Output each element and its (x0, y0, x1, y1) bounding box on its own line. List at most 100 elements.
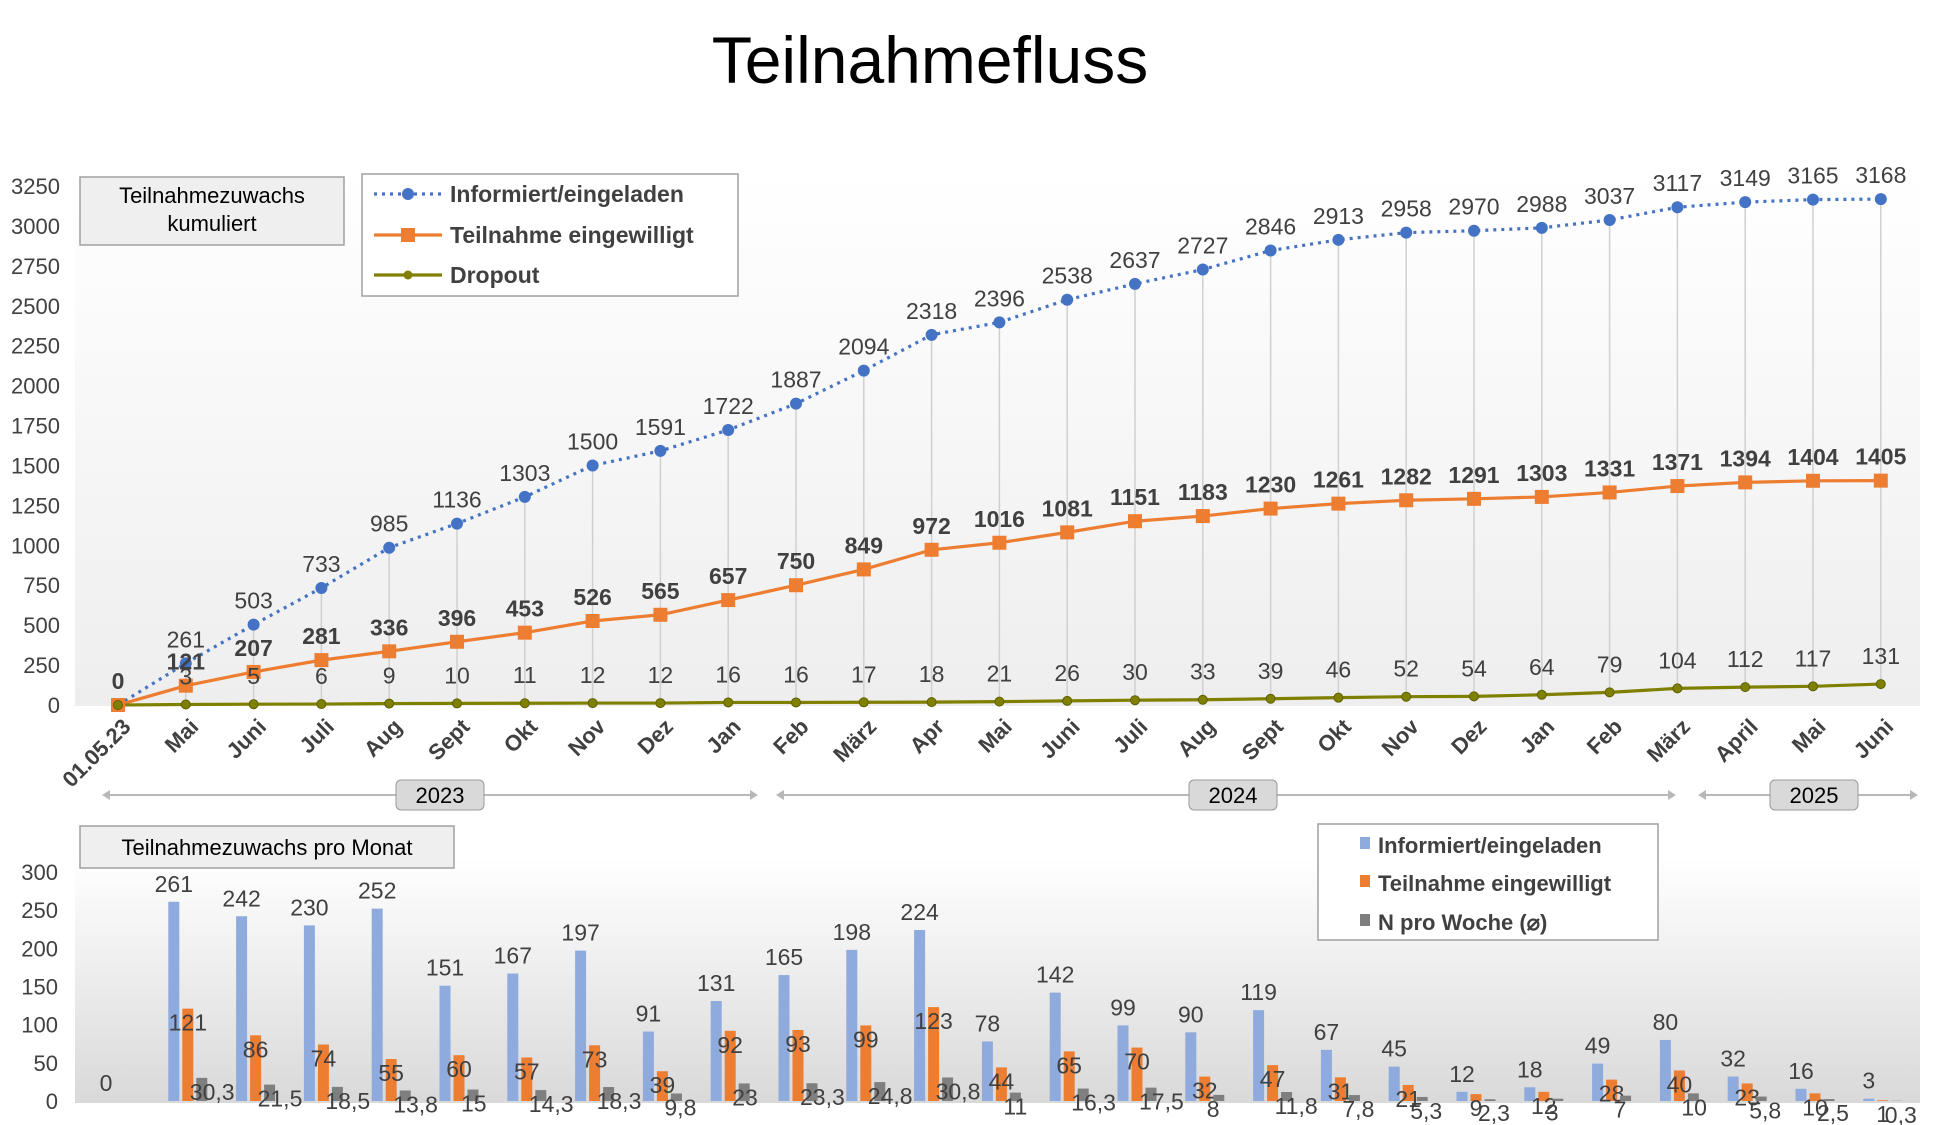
bar-data-label: 30,8 (936, 1078, 981, 1104)
x-tick-label: Okt (1312, 713, 1356, 757)
bar-0 (1456, 1091, 1468, 1101)
bar-data-label: 1 (1876, 1101, 1889, 1125)
data-label: 1722 (703, 393, 754, 419)
series-point (1672, 683, 1683, 694)
legend-label: Dropout (450, 262, 540, 288)
series-point (178, 678, 193, 693)
bar-data-label: 2,5 (1817, 1100, 1849, 1125)
year-band-arrow (1910, 790, 1918, 800)
bar-data-label: 45 (1381, 1036, 1407, 1062)
bar-2 (1484, 1099, 1496, 1101)
bar-data-label: 119 (1240, 979, 1277, 1005)
bar-data-label: 0,3 (1885, 1102, 1917, 1125)
bar-data-label: 14,3 (529, 1091, 574, 1117)
x-tick-label: Dez (1446, 714, 1491, 759)
bar-data-label: 18,5 (325, 1088, 370, 1114)
series-point (1873, 473, 1888, 488)
bar-data-label: 11,8 (1275, 1093, 1318, 1119)
data-label: 985 (370, 511, 408, 537)
bar-2 (1620, 1095, 1632, 1101)
bar-data-label: 121 (169, 1010, 207, 1036)
series-point (789, 578, 803, 593)
bar-data-label: 28 (1599, 1081, 1625, 1107)
bar-data-label: 30,3 (190, 1079, 235, 1105)
legend-swatch (1360, 914, 1370, 926)
data-label: 10 (444, 662, 470, 688)
data-label: 79 (1597, 651, 1623, 677)
series-point (1060, 525, 1075, 540)
bar-data-label: 261 (155, 871, 193, 897)
series-point (1671, 201, 1684, 214)
bar-2 (196, 1077, 208, 1101)
bar-data-label: 11 (1003, 1094, 1027, 1120)
legend-label: N pro Woche (⌀) (1378, 910, 1547, 935)
bar-data-label: 8 (1207, 1096, 1220, 1122)
data-label: 207 (234, 635, 272, 661)
x-tick-label: Okt (499, 713, 543, 757)
x-tick-label: Nov (1377, 713, 1425, 761)
data-label: 11 (513, 662, 537, 688)
bar-2 (1755, 1096, 1767, 1101)
series-point (383, 541, 396, 554)
series-point (1738, 475, 1753, 490)
x-tick-label: Dez (633, 714, 678, 759)
y-tick-label: 0 (46, 1089, 58, 1114)
series-point (1740, 682, 1751, 693)
year-label-box (395, 779, 485, 811)
data-label: 131 (1862, 643, 1900, 669)
legend-label: Teilnahme eingewilligt (1378, 871, 1612, 896)
data-label: 2958 (1381, 196, 1432, 222)
legend-swatch (1360, 875, 1370, 887)
series-point (1874, 193, 1887, 206)
bar-data-label: 80 (1653, 1009, 1679, 1035)
bar-data-label: 252 (358, 878, 396, 904)
data-label: 2094 (838, 334, 889, 360)
bar-1 (1334, 1077, 1346, 1101)
series-point (1875, 679, 1886, 690)
data-label: 16 (783, 661, 809, 687)
bar-1 (1538, 1091, 1550, 1101)
series-point (1196, 263, 1209, 276)
bar-data-label: 32 (1720, 1046, 1746, 1072)
x-tick-label: Feb (768, 714, 813, 759)
year-label: 2023 (416, 783, 465, 808)
year-label: 2025 (1790, 783, 1839, 808)
y-tick-label: 150 (21, 975, 58, 1000)
bar-0 (371, 908, 383, 1101)
bar-0 (575, 950, 587, 1101)
bar-0 (1795, 1088, 1807, 1101)
bar-0 (778, 975, 790, 1101)
series-point (315, 581, 328, 594)
bar-data-label: 55 (378, 1060, 404, 1086)
series-point (180, 699, 191, 710)
x-tick-label: Aug (359, 714, 407, 762)
data-label: 3149 (1720, 165, 1771, 191)
series-point (179, 657, 192, 670)
data-label: 1887 (770, 367, 821, 393)
bar-data-label: 131 (697, 970, 735, 996)
series-point (1264, 244, 1277, 257)
data-label: 1303 (499, 460, 550, 486)
x-tick-label: Juli (294, 714, 338, 758)
bar-data-label: 92 (717, 1032, 743, 1058)
bar-data-label: 40 (1667, 1071, 1693, 1097)
bar-data-label: 5,3 (1410, 1098, 1442, 1124)
series-point (246, 664, 261, 679)
y-tick-label: 500 (23, 613, 60, 638)
data-label: 849 (845, 532, 883, 558)
series-point (1401, 691, 1412, 702)
bar-data-label: 167 (494, 943, 532, 969)
series-point (1807, 193, 1819, 206)
bar-data-label: 242 (222, 885, 260, 911)
series-point (248, 699, 259, 710)
bar-0 (303, 925, 315, 1101)
series-point (994, 696, 1005, 707)
bar-2 (738, 1083, 750, 1101)
bar-data-label: 49 (1585, 1033, 1611, 1059)
series-point (1806, 473, 1820, 488)
x-tick-label: März (1642, 714, 1695, 767)
bar-1 (1809, 1093, 1821, 1101)
bar-2 (1077, 1088, 1089, 1101)
data-label: 972 (912, 513, 950, 539)
